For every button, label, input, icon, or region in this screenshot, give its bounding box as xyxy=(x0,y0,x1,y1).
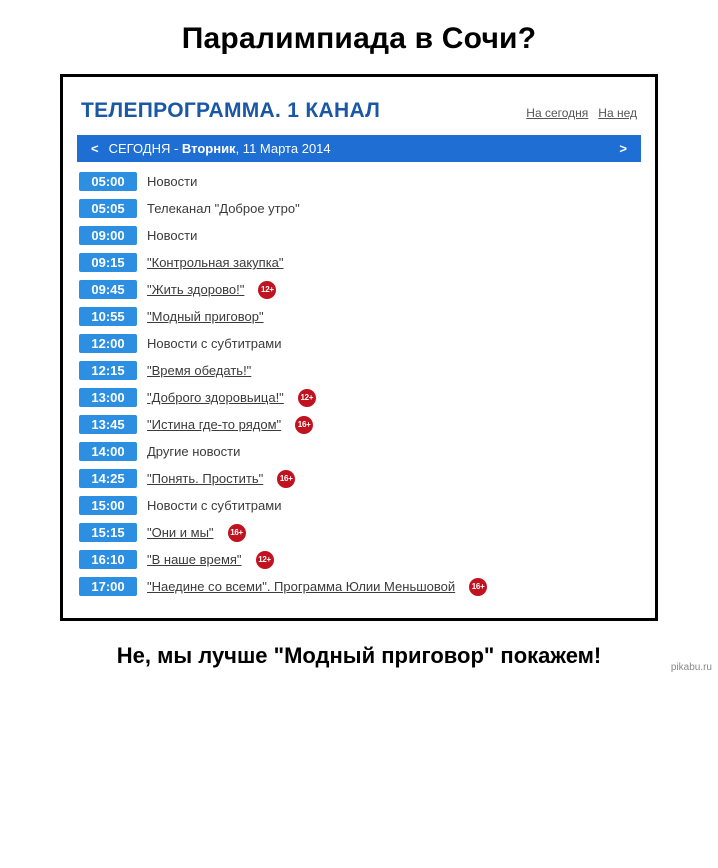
time-chip: 12:15 xyxy=(79,361,137,380)
program-link[interactable]: "Истина где-то рядом" xyxy=(147,417,281,432)
age-badge: 12+ xyxy=(258,281,276,299)
time-chip: 05:00 xyxy=(79,172,137,191)
schedule-row: 14:00 Другие новости xyxy=(77,438,641,465)
schedule-row: 05:05 Телеканал "Доброе утро" xyxy=(77,195,641,222)
program-link[interactable]: "В наше время" xyxy=(147,552,242,567)
program-text: Новости с субтитрами xyxy=(147,336,281,351)
schedule-row: 10:55 "Модный приговор" xyxy=(77,303,641,330)
panel-title: ТЕЛЕПРОГРАММА. 1 КАНАЛ xyxy=(81,99,380,123)
schedule-list: 05:00 Новости 05:05 Телеканал "Доброе утро"… xyxy=(77,168,641,600)
program-link[interactable]: "Наедине со всеми". Программа Юлии Меньш… xyxy=(147,579,455,594)
program-text: Телеканал "Доброе утро" xyxy=(147,201,300,216)
time-chip: 17:00 xyxy=(79,577,137,596)
time-chip: 09:45 xyxy=(79,280,137,299)
program-text: Новости xyxy=(147,228,197,243)
schedule-row: 12:00 Новости с субтитрами xyxy=(77,330,641,357)
time-chip: 14:25 xyxy=(79,469,137,488)
schedule-row: 15:15 "Они и мы" 16+ xyxy=(77,519,641,546)
date-bar: < СЕГОДНЯ - Вторник, 11 Марта 2014 > xyxy=(77,135,641,162)
meme-caption: Не, мы лучше "Модный приговор" покажем! xyxy=(0,621,718,677)
time-chip: 10:55 xyxy=(79,307,137,326)
date-rest: , 11 Марта 2014 xyxy=(236,141,331,156)
time-chip: 09:00 xyxy=(79,226,137,245)
schedule-row: 09:15 "Контрольная закупка" xyxy=(77,249,641,276)
date-weekday: Вторник xyxy=(182,141,236,156)
age-badge: 16+ xyxy=(295,416,313,434)
panel-header: ТЕЛЕПРОГРАММА. 1 КАНАЛ На сегодня На нед xyxy=(81,99,641,123)
age-badge: 16+ xyxy=(228,524,246,542)
schedule-row: 13:00 "Доброго здоровьица!" 12+ xyxy=(77,384,641,411)
program-link[interactable]: "Доброго здоровьица!" xyxy=(147,390,284,405)
program-link[interactable]: "Они и мы" xyxy=(147,525,214,540)
link-today[interactable]: На сегодня xyxy=(526,106,588,120)
schedule-row: 17:00 "Наедине со всеми". Программа Юлии … xyxy=(77,573,641,600)
link-week[interactable]: На нед xyxy=(598,106,637,120)
time-chip: 13:00 xyxy=(79,388,137,407)
program-text: Новости с субтитрами xyxy=(147,498,281,513)
watermark: pikabu.ru xyxy=(671,662,712,673)
program-text: Новости xyxy=(147,174,197,189)
schedule-row: 09:45 "Жить здорово!" 12+ xyxy=(77,276,641,303)
schedule-row: 13:45 "Истина где-то рядом" 16+ xyxy=(77,411,641,438)
time-chip: 15:00 xyxy=(79,496,137,515)
age-badge: 12+ xyxy=(298,389,316,407)
time-chip: 09:15 xyxy=(79,253,137,272)
program-text: Другие новости xyxy=(147,444,240,459)
time-chip: 15:15 xyxy=(79,523,137,542)
schedule-row: 14:25 "Понять. Простить" 16+ xyxy=(77,465,641,492)
time-chip: 14:00 xyxy=(79,442,137,461)
schedule-row: 16:10 "В наше время" 12+ xyxy=(77,546,641,573)
tv-guide-panel: ТЕЛЕПРОГРАММА. 1 КАНАЛ На сегодня На нед… xyxy=(60,74,658,621)
page-root: Паралимпиада в Сочи? ТЕЛЕПРОГРАММА. 1 КА… xyxy=(0,0,718,677)
program-link[interactable]: "Время обедать!" xyxy=(147,363,251,378)
schedule-row: 09:00 Новости xyxy=(77,222,641,249)
panel-header-links: На сегодня На нед xyxy=(526,106,637,120)
schedule-row: 15:00 Новости с субтитрами xyxy=(77,492,641,519)
age-badge: 16+ xyxy=(469,578,487,596)
program-link[interactable]: "Жить здорово!" xyxy=(147,282,244,297)
program-link[interactable]: "Модный приговор" xyxy=(147,309,264,324)
date-today-prefix: СЕГОДНЯ - xyxy=(109,141,182,156)
age-badge: 16+ xyxy=(277,470,295,488)
age-badge: 12+ xyxy=(256,551,274,569)
time-chip: 12:00 xyxy=(79,334,137,353)
prev-day-button[interactable]: < xyxy=(87,141,103,156)
program-link[interactable]: "Контрольная закупка" xyxy=(147,255,284,270)
time-chip: 16:10 xyxy=(79,550,137,569)
schedule-row: 05:00 Новости xyxy=(77,168,641,195)
time-chip: 13:45 xyxy=(79,415,137,434)
program-link[interactable]: "Понять. Простить" xyxy=(147,471,263,486)
date-label: СЕГОДНЯ - Вторник, 11 Марта 2014 xyxy=(109,141,331,156)
schedule-row: 12:15 "Время обедать!" xyxy=(77,357,641,384)
time-chip: 05:05 xyxy=(79,199,137,218)
meme-title: Паралимпиада в Сочи? xyxy=(0,0,718,74)
next-day-button[interactable]: > xyxy=(615,141,631,156)
